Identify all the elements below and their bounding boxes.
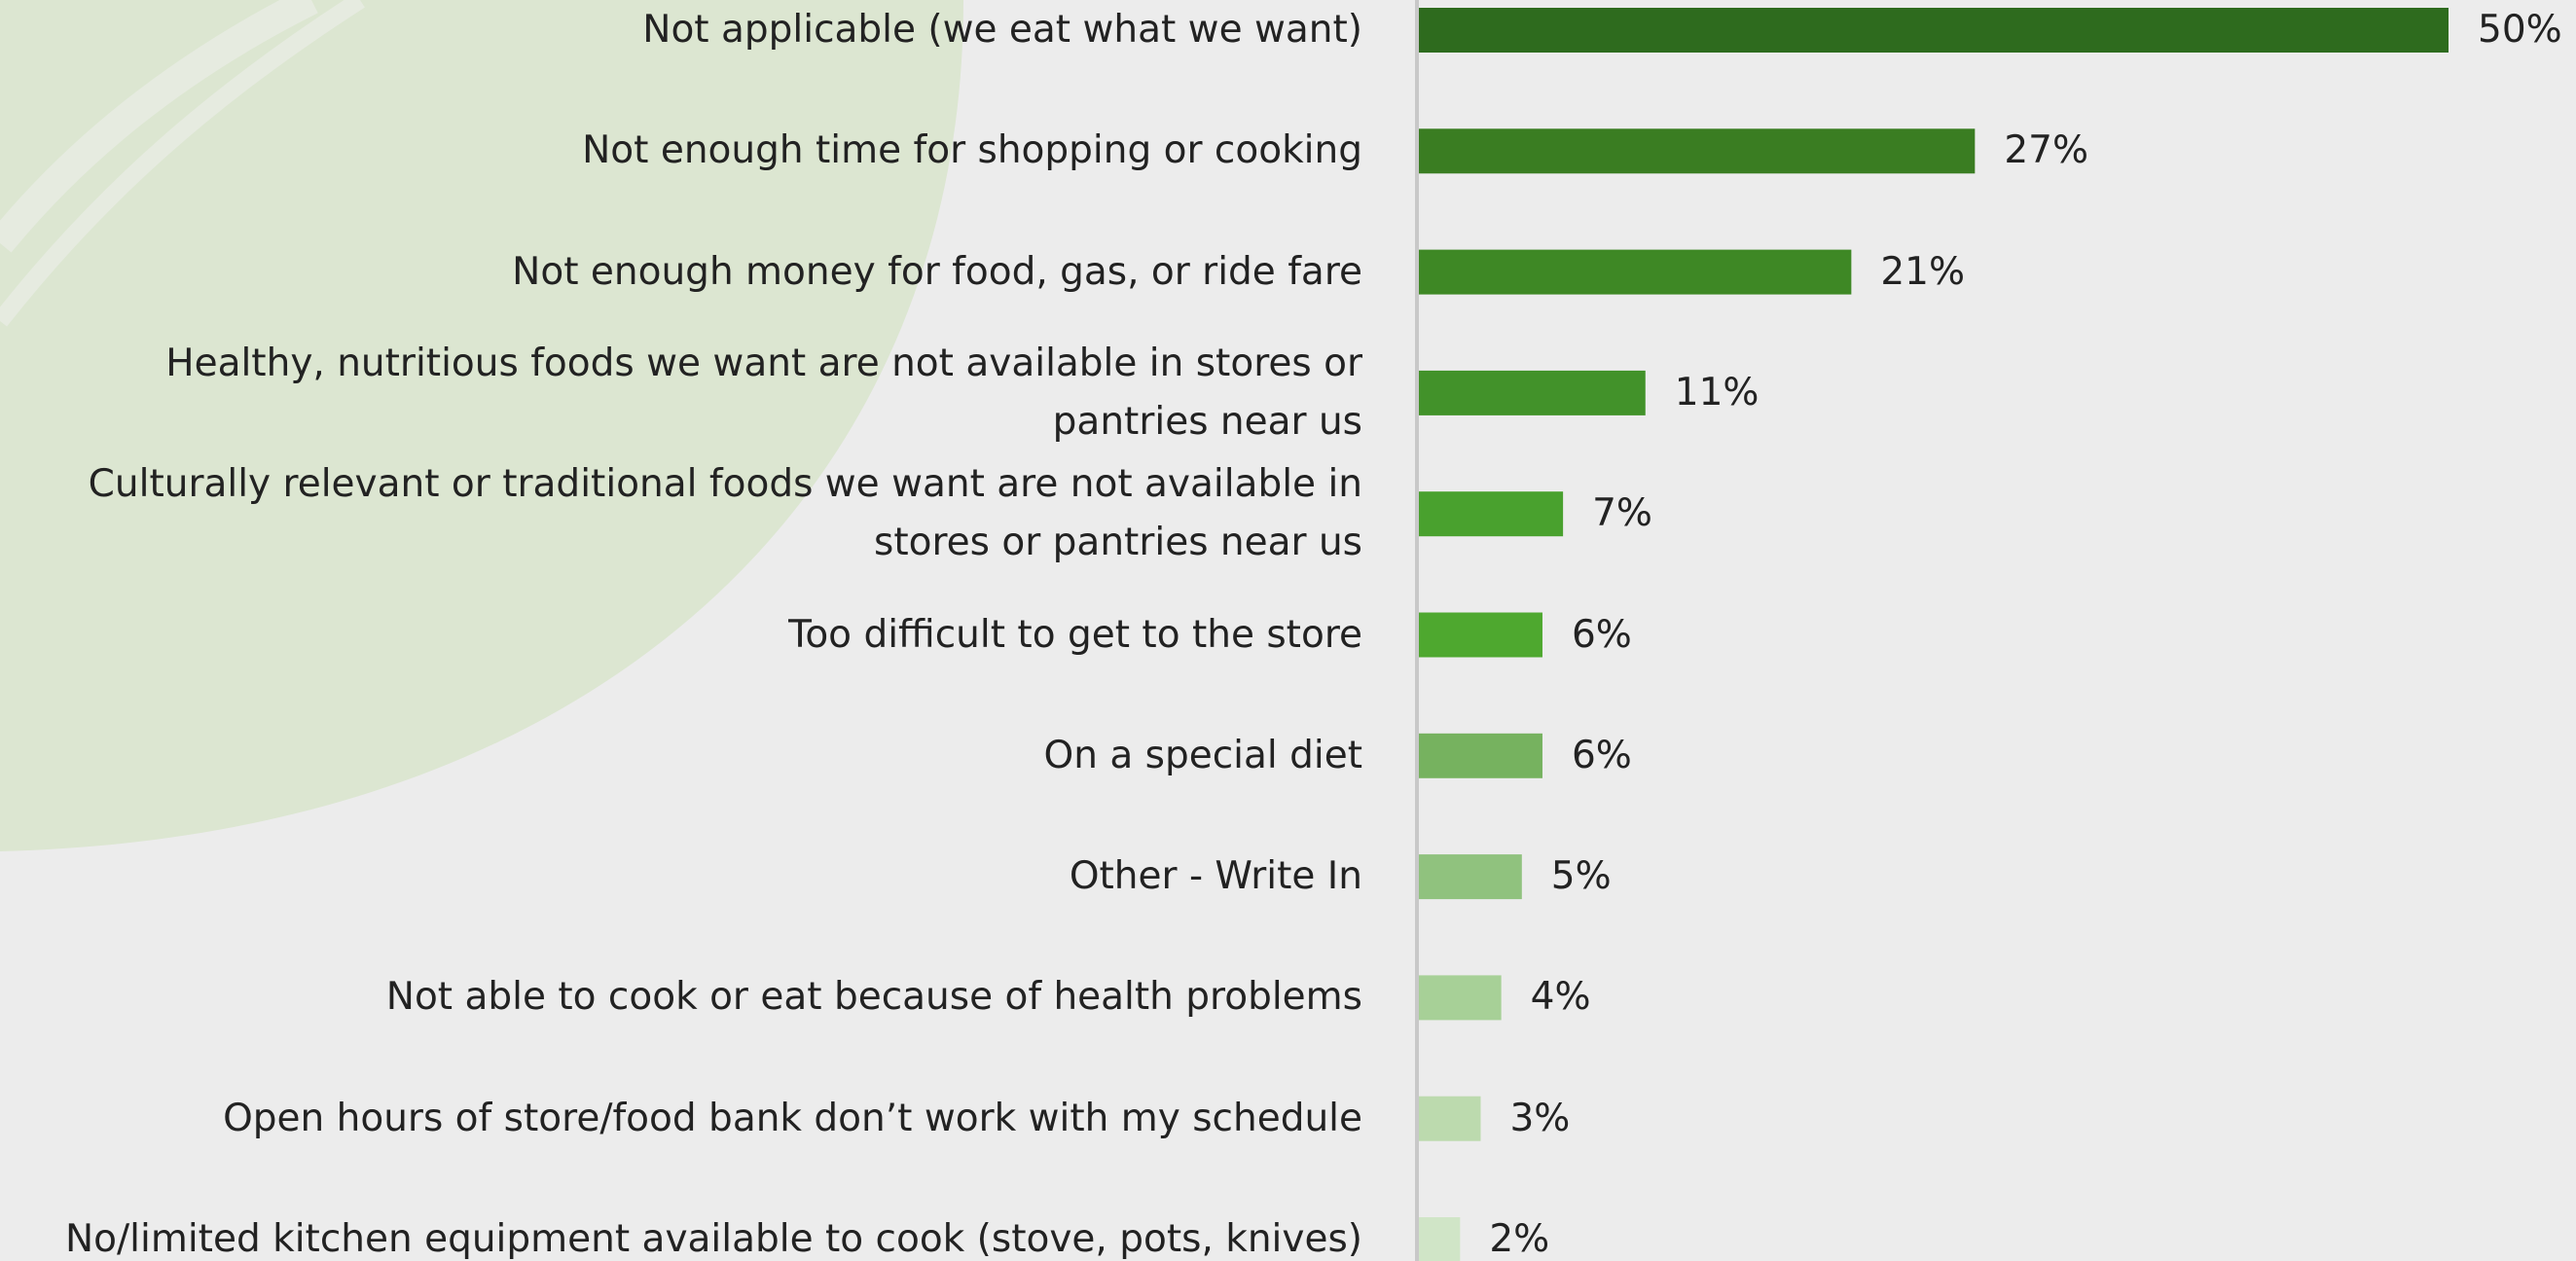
value-label: 21%	[1880, 249, 1966, 294]
value-label: 11%	[1674, 370, 1760, 414]
bar	[1419, 854, 1522, 900]
bar	[1419, 1217, 1461, 1261]
category-label: On a special diet	[1043, 733, 1362, 777]
value-label: 3%	[1509, 1096, 1571, 1140]
value-label: 27%	[2004, 128, 2088, 173]
value-label: 50%	[2478, 8, 2562, 52]
background-arc	[0, 0, 365, 327]
bar	[1419, 612, 1542, 658]
category-label: Other - Write In	[1069, 854, 1362, 899]
value-label: 4%	[1530, 975, 1591, 1020]
bar	[1419, 370, 1646, 415]
value-label: 7%	[1592, 491, 1652, 536]
category-label: Open hours of store/food bank don’t work…	[223, 1096, 1362, 1140]
background-leaf	[0, 0, 963, 851]
background-arc	[0, 0, 318, 253]
category-label: Not able to cook or eat because of healt…	[385, 975, 1362, 1020]
category-label: Too difficult to get to the store	[788, 612, 1362, 657]
value-label: 5%	[1550, 854, 1612, 899]
category-label: Not enough time for shopping or cooking	[582, 128, 1362, 173]
bar	[1419, 249, 1852, 295]
bar	[1419, 733, 1542, 778]
bar	[1419, 8, 2449, 53]
category-label: Culturally relevant or traditional foods…	[88, 462, 1362, 565]
value-label: 6%	[1571, 612, 1632, 657]
value-label: 6%	[1571, 733, 1632, 777]
value-label: 2%	[1489, 1217, 1550, 1261]
category-label: Not enough money for food, gas, or ride …	[512, 249, 1362, 294]
bar	[1419, 975, 1502, 1021]
category-label: Healthy, nutritious foods we want are no…	[165, 341, 1362, 444]
bar	[1419, 491, 1564, 537]
category-label: No/limited kitchen equipment available t…	[65, 1217, 1362, 1261]
bar	[1419, 1096, 1481, 1141]
bar	[1419, 128, 1976, 174]
category-label: Not applicable (we eat what we want)	[642, 8, 1362, 52]
